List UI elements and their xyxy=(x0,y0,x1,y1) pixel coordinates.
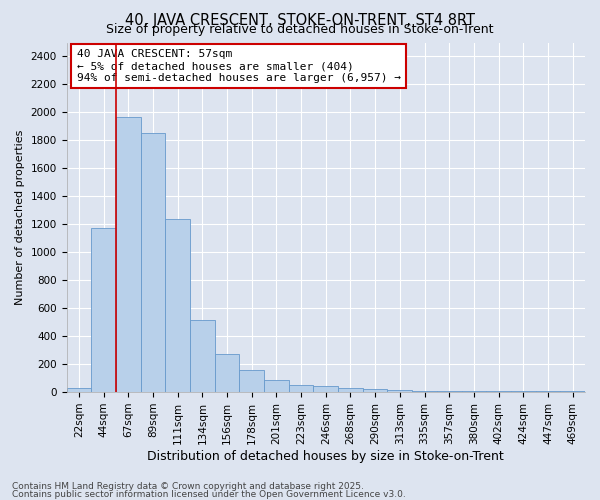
Bar xyxy=(91,228,116,392)
Bar xyxy=(190,320,215,392)
Bar xyxy=(116,116,140,392)
Text: 40 JAVA CRESCENT: 57sqm
← 5% of detached houses are smaller (404)
94% of semi-de: 40 JAVA CRESCENT: 57sqm ← 5% of detached… xyxy=(77,50,401,82)
Bar xyxy=(388,390,412,392)
Bar xyxy=(239,370,264,392)
Bar xyxy=(165,218,190,392)
Text: Contains public sector information licensed under the Open Government Licence v3: Contains public sector information licen… xyxy=(12,490,406,499)
Bar xyxy=(313,386,338,392)
Bar xyxy=(67,388,91,392)
Bar xyxy=(215,354,239,392)
Bar xyxy=(264,380,289,392)
Bar xyxy=(363,390,388,392)
Bar xyxy=(289,385,313,392)
Bar xyxy=(140,132,165,392)
Text: 40, JAVA CRESCENT, STOKE-ON-TRENT, ST4 8RT: 40, JAVA CRESCENT, STOKE-ON-TRENT, ST4 8… xyxy=(125,12,475,28)
Y-axis label: Number of detached properties: Number of detached properties xyxy=(15,130,25,305)
Text: Size of property relative to detached houses in Stoke-on-Trent: Size of property relative to detached ho… xyxy=(106,22,494,36)
Bar xyxy=(338,388,363,392)
Text: Contains HM Land Registry data © Crown copyright and database right 2025.: Contains HM Land Registry data © Crown c… xyxy=(12,482,364,491)
X-axis label: Distribution of detached houses by size in Stoke-on-Trent: Distribution of detached houses by size … xyxy=(148,450,504,462)
